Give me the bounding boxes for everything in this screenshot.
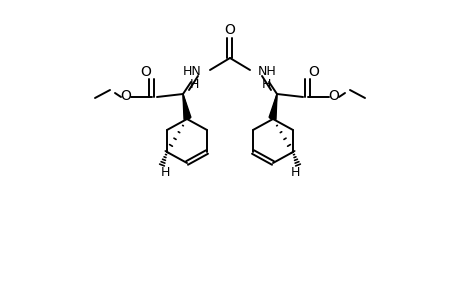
Polygon shape	[269, 94, 276, 119]
Text: H: H	[160, 166, 169, 178]
Text: O: O	[140, 65, 151, 79]
Text: O: O	[308, 65, 319, 79]
Text: H: H	[290, 166, 299, 178]
Text: O: O	[328, 89, 339, 103]
Text: NH: NH	[257, 64, 276, 77]
Text: HN: HN	[183, 64, 202, 77]
Text: O: O	[224, 23, 235, 37]
Polygon shape	[183, 94, 190, 119]
Text: H: H	[189, 77, 198, 91]
Polygon shape	[269, 94, 276, 119]
Text: O: O	[120, 89, 131, 103]
Text: H: H	[261, 77, 270, 91]
Polygon shape	[183, 94, 190, 119]
